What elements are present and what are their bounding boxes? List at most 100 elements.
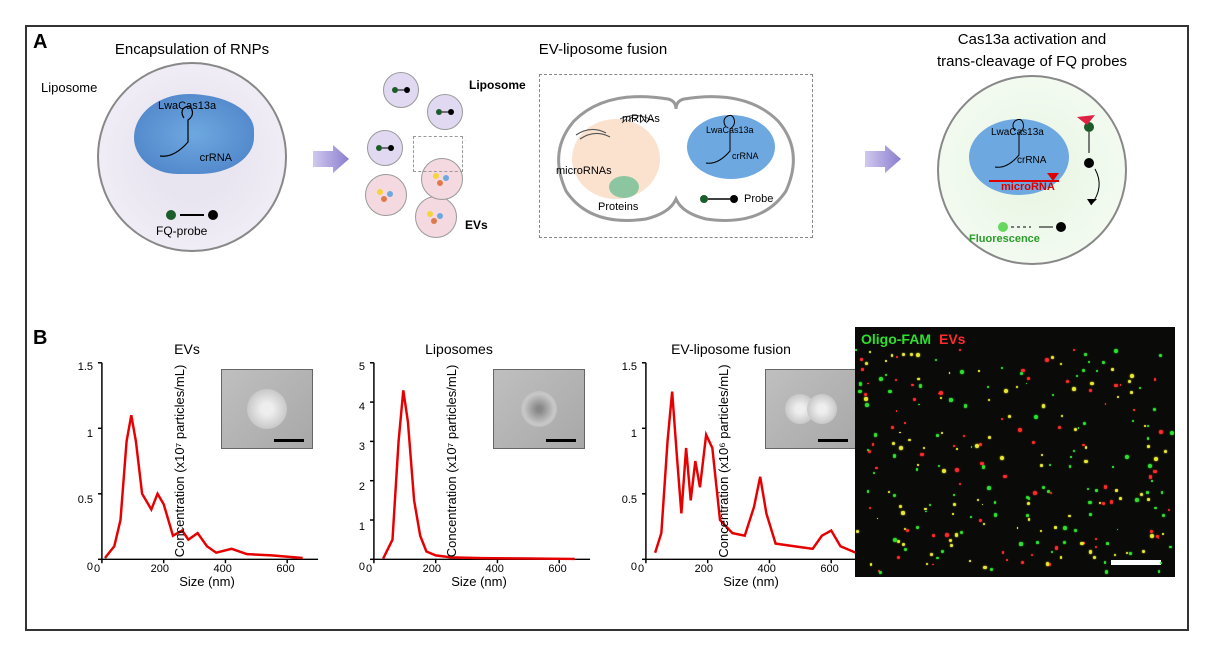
ev-cluster-label: EVs [465, 218, 488, 232]
speck [1170, 431, 1174, 435]
speck [979, 519, 982, 522]
speck [1117, 396, 1119, 398]
speck [858, 390, 861, 393]
speck [1114, 554, 1117, 557]
speck [864, 397, 867, 400]
speck [1112, 466, 1114, 468]
speck [1000, 456, 1004, 460]
speck [1017, 527, 1019, 529]
speck [1088, 361, 1090, 363]
y-tick: 2 [359, 481, 369, 493]
probe-green-dot [166, 210, 176, 220]
speck [932, 564, 934, 566]
speck [979, 443, 982, 446]
x-axis-label: Size (nm) [723, 574, 779, 589]
stage-2: EV-liposome fusion Liposome EVs [363, 41, 843, 262]
mini-liposome [427, 94, 463, 130]
stage-1: Encapsulation of RNPs Liposome LwaCas13a… [87, 41, 297, 252]
speck [1027, 502, 1030, 505]
x-tick: 0 [94, 563, 100, 575]
y-tick: 1 [631, 428, 641, 440]
speck [899, 505, 902, 508]
speck [1160, 562, 1162, 564]
speck [1162, 533, 1164, 535]
speck [971, 446, 973, 448]
speck [1020, 372, 1023, 375]
speck [1119, 497, 1122, 500]
cas-protein: LwaCas13a crRNA [134, 94, 254, 174]
speck [988, 436, 991, 439]
speck [935, 359, 937, 361]
speck [1114, 384, 1117, 387]
speck [885, 374, 887, 376]
speck [963, 435, 965, 437]
arrow-1 [311, 143, 351, 175]
speck [1004, 389, 1008, 393]
y-tick: 4 [359, 401, 369, 413]
speck [916, 468, 918, 470]
speck [1135, 498, 1138, 501]
y-tick: 3 [359, 441, 369, 453]
speck [953, 445, 955, 447]
fq-probe: FQ-probe [166, 210, 218, 220]
speck [964, 404, 968, 408]
speck [1105, 403, 1107, 405]
speck [874, 433, 877, 436]
speck [895, 379, 897, 381]
speck [1021, 561, 1024, 564]
speck [953, 494, 955, 496]
speck [1089, 513, 1092, 516]
speck [1083, 542, 1085, 544]
probe-inside-label: Probe [744, 193, 773, 205]
speck [891, 426, 894, 429]
speck [1084, 353, 1087, 356]
speck [940, 397, 942, 399]
speck [938, 465, 940, 467]
speck [1089, 550, 1093, 554]
speck [1018, 428, 1022, 432]
speck [904, 422, 906, 424]
speck [864, 393, 867, 396]
particle-cluster: Liposome EVs [357, 70, 537, 240]
speck [1150, 534, 1154, 538]
speck [950, 544, 953, 547]
speck [1063, 526, 1067, 530]
speck [1070, 456, 1072, 458]
speck [1084, 460, 1088, 464]
speck [1019, 542, 1022, 545]
speck [1080, 542, 1083, 545]
speck [932, 534, 935, 537]
speck [1090, 382, 1094, 386]
speck [1149, 475, 1152, 478]
chart-title: EV-liposome fusion [601, 341, 861, 357]
speck [1008, 415, 1011, 418]
speck [982, 504, 984, 506]
proteins-label: Proteins [598, 201, 638, 213]
speck [861, 368, 863, 370]
speck [949, 372, 951, 374]
mini-liposome [383, 72, 419, 108]
speck [1162, 514, 1165, 517]
speck [1102, 502, 1105, 505]
y-axis-label: Concentration (x10⁷ particles/mL) [172, 365, 187, 558]
legend-red: EVs [939, 331, 965, 347]
speck [1050, 492, 1052, 494]
x-tick: 600 [820, 563, 838, 575]
speck [929, 504, 931, 506]
probe-label: FQ-probe [156, 224, 207, 238]
speck [897, 556, 900, 559]
y-tick: 0.5 [622, 494, 641, 506]
speck [1032, 441, 1035, 444]
fused-vesicle: microRNAs mRNAs Proteins LwaCas13a crRNA… [546, 81, 806, 231]
activated-vesicle: LwaCas13a crRNA microRNA Fluorescence [937, 75, 1127, 265]
speck [1128, 380, 1131, 383]
y-tick: 1 [87, 428, 97, 440]
speck [1095, 538, 1097, 540]
speck [1052, 394, 1054, 396]
speck [1106, 542, 1109, 545]
speck [867, 490, 869, 492]
speck [1082, 444, 1084, 446]
speck [1042, 404, 1046, 408]
speck [926, 563, 928, 565]
speck [930, 553, 933, 556]
